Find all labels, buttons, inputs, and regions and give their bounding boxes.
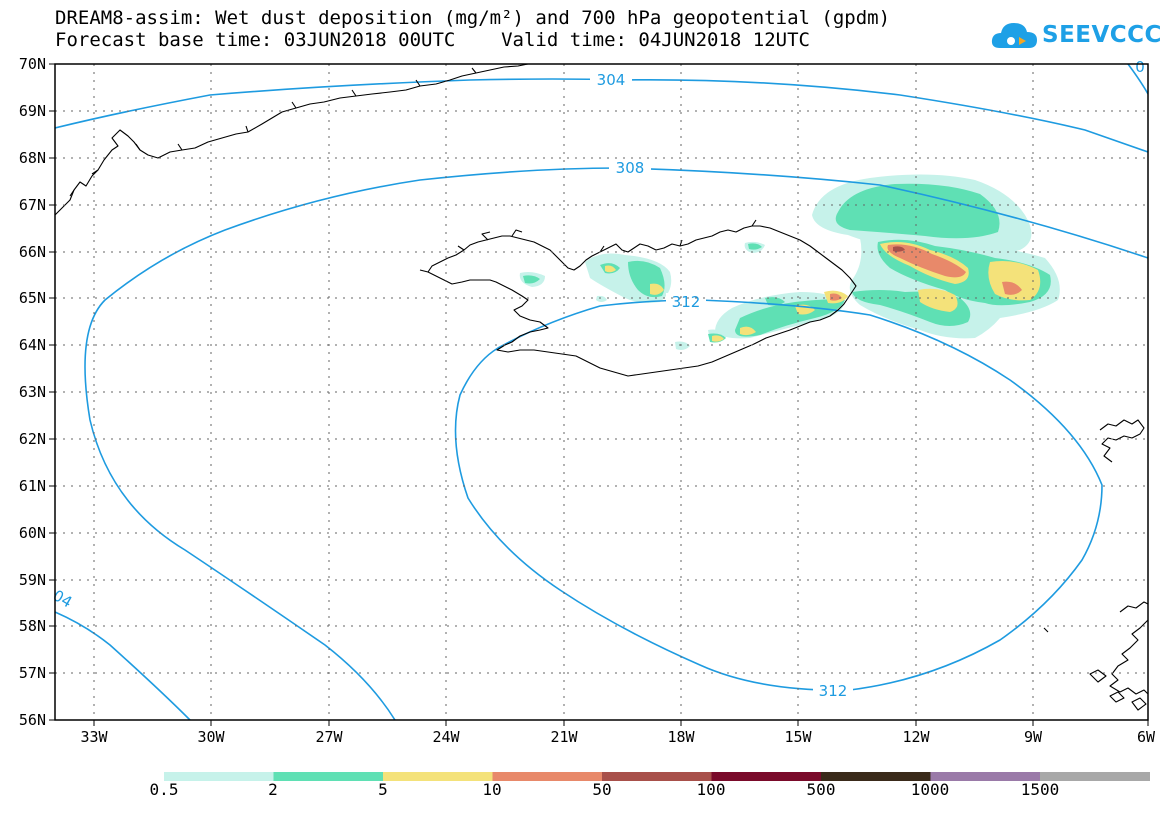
legend-label: 5 <box>378 780 388 799</box>
contour-label-312-south: 312 <box>819 682 848 700</box>
legend-swatch <box>273 772 384 781</box>
lat-label: 57N <box>19 664 46 682</box>
lat-label: 70N <box>19 55 46 73</box>
lon-label: 18W <box>667 728 695 746</box>
legend-swatch <box>821 772 931 781</box>
lon-label: 21W <box>550 728 578 746</box>
legend-swatch <box>492 772 603 781</box>
lat-label: 64N <box>19 336 46 354</box>
lon-label: 30W <box>197 728 225 746</box>
legend-label: 500 <box>806 780 836 799</box>
lat-label: 58N <box>19 617 46 635</box>
seevccc-logo: SEEVCCC <box>990 14 1161 56</box>
lon-label: 33W <box>80 728 108 746</box>
legend-label: 2 <box>268 780 278 799</box>
axis-ticks <box>49 63 1149 726</box>
lat-label: 59N <box>19 571 46 589</box>
legend-label: 100 <box>696 780 726 799</box>
lat-label: 69N <box>19 102 46 120</box>
lon-label: 27W <box>315 728 343 746</box>
legend-colorbar <box>164 772 1150 781</box>
lat-label: 63N <box>19 383 46 401</box>
lat-label: 56N <box>19 711 46 729</box>
contour-label-312-north: 312 <box>672 293 701 311</box>
lat-label: 60N <box>19 524 46 542</box>
logo-text: SEEVCCC <box>1042 22 1162 48</box>
title-line-2: Forecast base time: 03JUN2018 00UTC Vali… <box>55 29 810 51</box>
coastlines <box>55 64 1148 711</box>
contour-label-304: 304 <box>597 71 626 89</box>
lat-label: 68N <box>19 149 46 167</box>
graticule <box>55 64 1148 720</box>
lon-label: 9W <box>1024 728 1043 746</box>
legend-label: 0.5 <box>149 780 179 799</box>
lat-label: 62N <box>19 430 46 448</box>
legend-label: 1500 <box>1020 780 1060 799</box>
legend-swatch <box>602 772 712 781</box>
contour-label-300-ne: 0 <box>1135 58 1145 76</box>
dust-deposition-field <box>519 174 1060 350</box>
lon-label: 6W <box>1137 728 1156 746</box>
legend-label: 10 <box>482 780 502 799</box>
lat-label: 67N <box>19 196 46 214</box>
legend-swatch <box>164 772 274 781</box>
legend-label: 1000 <box>910 780 950 799</box>
lon-label: 12W <box>902 728 930 746</box>
lon-label: 24W <box>432 728 460 746</box>
lat-label: 61N <box>19 477 46 495</box>
longitude-labels: 33W 30W 27W 24W 21W 18W 15W 12W 9W 6W <box>80 728 1156 746</box>
legend-swatch <box>711 772 822 781</box>
lat-label: 66N <box>19 243 46 261</box>
legend-swatch <box>930 772 1041 781</box>
legend-label: 50 <box>592 780 612 799</box>
latitude-labels: 70N 69N 68N 67N 66N 65N 64N 63N 62N 61N … <box>19 55 46 729</box>
legend-swatch <box>1040 772 1150 781</box>
contour-label-308: 308 <box>616 159 645 177</box>
geopotential-contours <box>55 64 1148 720</box>
lon-label: 15W <box>784 728 812 746</box>
cloud-icon <box>991 23 1037 48</box>
contour-labels: 304 308 312 312 04 0 <box>50 58 1145 700</box>
lat-label: 65N <box>19 289 46 307</box>
legend-swatch <box>383 772 493 781</box>
title-line-1: DREAM8-assim: Wet dust deposition (mg/m²… <box>55 7 891 29</box>
